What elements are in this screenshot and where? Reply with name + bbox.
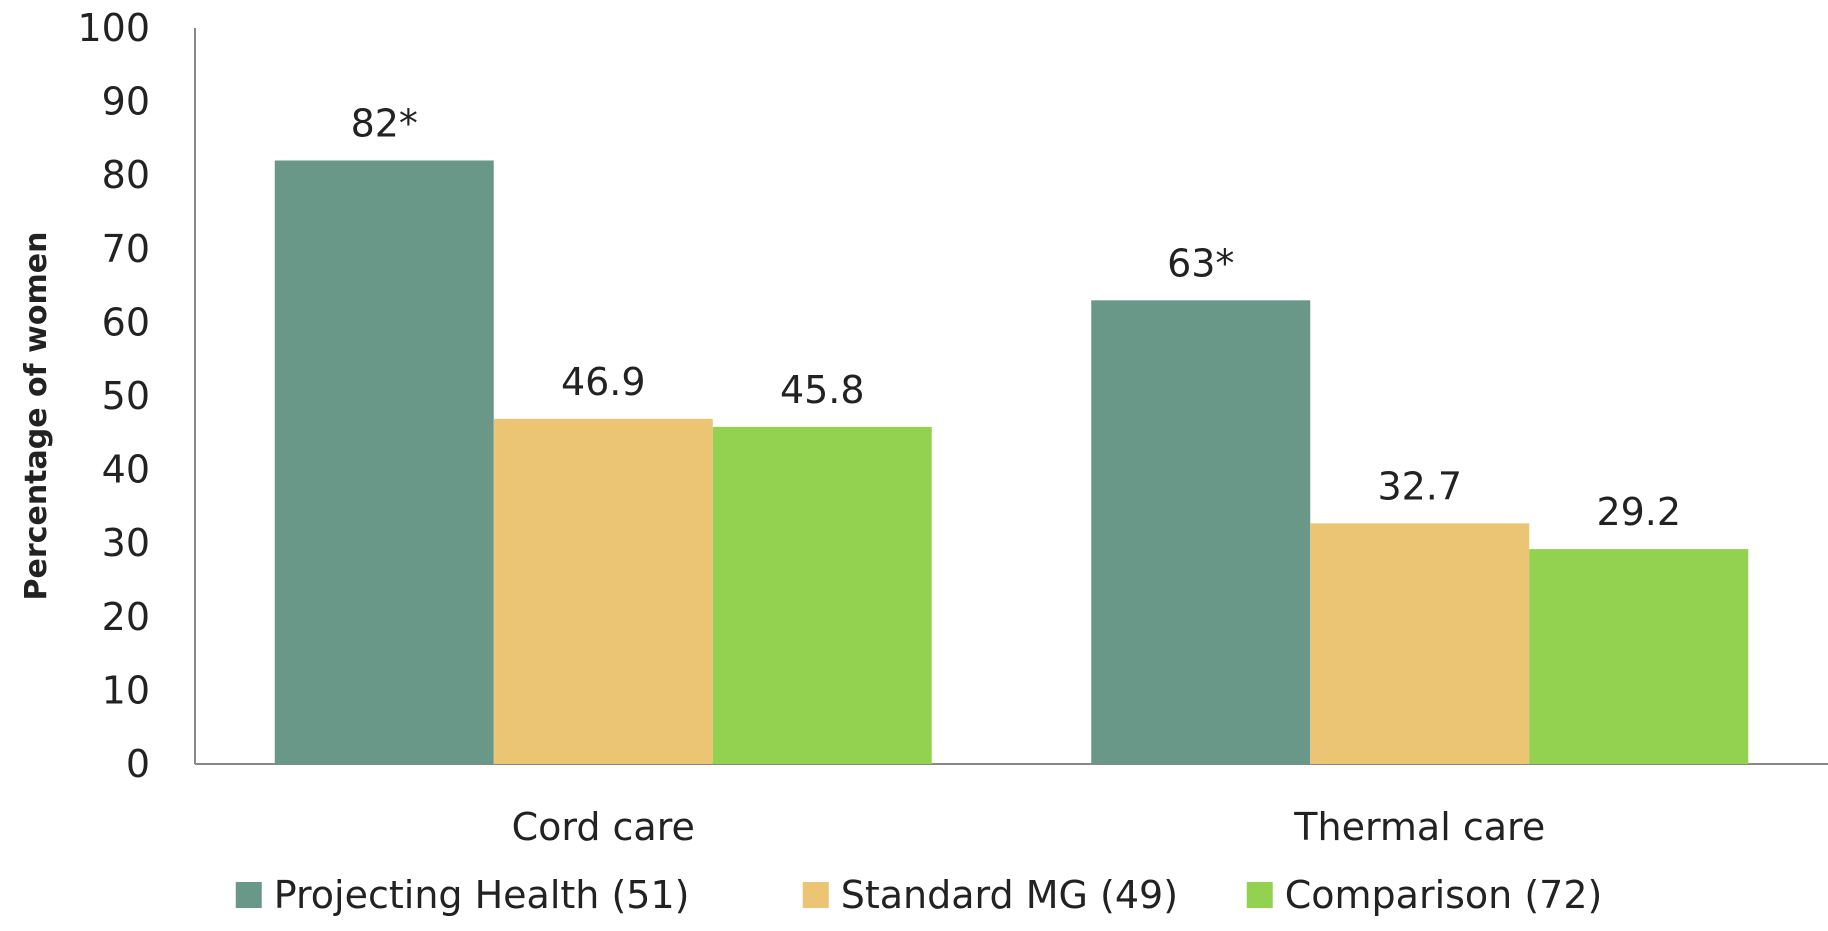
data-label-2-1: 46.9 (561, 360, 646, 404)
legend: Projecting Health (51) Standard MG (49) Co… (235, 873, 1603, 917)
y-tick-label-40: 40 (102, 448, 150, 492)
y-tick-label-60: 60 (102, 300, 150, 344)
category-labels: Cord care Thermal care (512, 805, 1546, 849)
legend-label-1: Projecting Health (51) (274, 873, 690, 917)
legend-swatch-2 (802, 882, 829, 908)
y-tick-label-30: 30 (102, 521, 150, 565)
legend-swatch-1 (235, 882, 262, 908)
bars (274, 160, 1749, 765)
legend-label-3: Comparison (72) (1285, 873, 1603, 917)
y-tick-label-70: 70 (102, 227, 150, 271)
y-tick-label-90: 90 (102, 80, 150, 124)
bar-3-1 (712, 426, 932, 764)
data-label-1-1: 82* (351, 101, 418, 145)
y-axis-ticks: 0 10 20 30 40 50 60 70 80 90 100 (77, 6, 150, 786)
y-tick-label-80: 80 (102, 153, 150, 197)
legend-label-2: Standard MG (49) (841, 873, 1178, 917)
data-label-2-2: 32.7 (1377, 464, 1462, 508)
bar-3-2 (1529, 549, 1749, 764)
y-tick-label-0: 0 (126, 742, 150, 786)
legend-swatch-3 (1246, 882, 1273, 908)
bar-1-1 (274, 160, 494, 765)
y-tick-label-10: 10 (102, 668, 150, 712)
data-label-3-2: 29.2 (1596, 490, 1681, 534)
bar-1-2 (1091, 300, 1311, 764)
category-label-1: Cord care (512, 805, 695, 849)
y-tick-label-100: 100 (77, 6, 150, 50)
y-tick-label-50: 50 (102, 374, 150, 418)
data-labels: 82* 46.9 45.8 63* 32.7 29.2 (351, 101, 1681, 534)
data-label-1-2: 63* (1167, 241, 1234, 285)
bar-2-1 (493, 418, 713, 764)
y-axis-title: Percentage of women (19, 232, 54, 601)
data-label-3-1: 45.8 (780, 368, 865, 412)
y-tick-label-20: 20 (102, 595, 150, 639)
category-label-2: Thermal care (1293, 805, 1545, 849)
bar-2-2 (1310, 523, 1530, 764)
